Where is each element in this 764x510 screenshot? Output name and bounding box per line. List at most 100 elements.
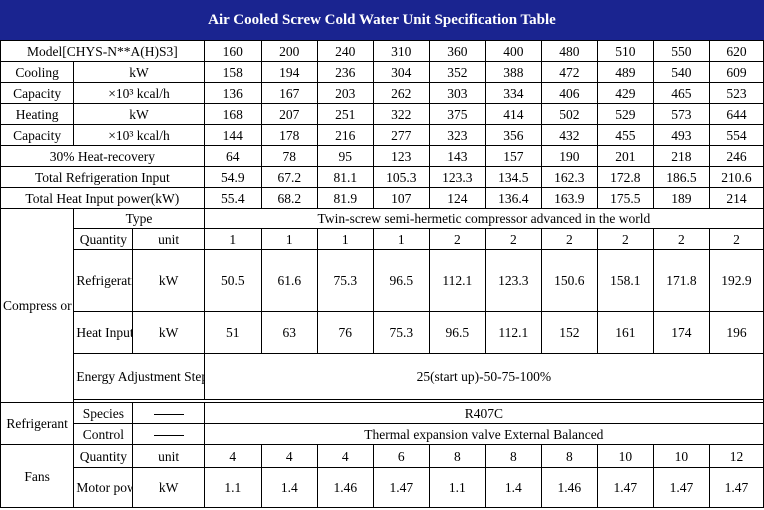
heating-label-2: Capacity	[0, 124, 75, 146]
cell: 540	[652, 61, 710, 83]
energy-step-label: Energy Adjustment Step for Per Module	[73, 353, 205, 400]
row-compressor-heat: Heat Input power kW 51 63 76 75.3 96.5 1…	[1, 311, 764, 354]
quantity-label: Quantity	[73, 228, 134, 250]
cell: 609	[708, 61, 764, 83]
cell: 1.1	[203, 467, 262, 508]
row-compressor-quantity: Quantity unit 1 1 1 1 2 2 2 2 2 2	[1, 228, 764, 250]
compressor-type-value: Twin-screw semi-hermetic compressor adva…	[203, 208, 764, 229]
row-fans-quantity: Fans Quantity unit 4 4 4 6 8 8 8 10 10 1…	[0, 444, 764, 508]
heat-recovery-label: 30% Heat-recovery	[0, 145, 205, 167]
cell: 196	[708, 311, 764, 354]
cell: 105.3	[372, 166, 430, 188]
cell: 203	[316, 82, 374, 104]
cell: 303	[428, 82, 486, 104]
cell: 78	[260, 145, 318, 167]
cell: 1.4	[484, 467, 542, 508]
cell: 162.3	[540, 166, 598, 188]
cell: 112.1	[428, 249, 486, 312]
model-value: 360	[428, 40, 486, 62]
cell: 68.2	[260, 187, 318, 209]
cell: 429	[596, 82, 654, 104]
cell: 388	[484, 61, 542, 83]
cooling-unit-kcal: ×10³ kcal/h	[73, 82, 205, 104]
cell: 81.1	[316, 166, 374, 188]
cell: 2	[708, 228, 764, 250]
cell: 192.9	[708, 249, 764, 312]
cell: 51	[203, 311, 262, 354]
cell: 1.46	[316, 467, 374, 508]
cell: 1	[372, 228, 430, 250]
heat-unit: kW	[132, 311, 205, 354]
cell: 236	[316, 61, 374, 83]
dash-cell	[132, 402, 205, 424]
cell: 95	[316, 145, 374, 167]
cell: 218	[652, 145, 710, 167]
cell: 414	[484, 103, 542, 125]
cell: 489	[596, 61, 654, 83]
cell: 55.4	[203, 187, 262, 209]
row-spacer	[1, 399, 764, 403]
cell: 152	[540, 311, 598, 354]
cell: 4	[260, 444, 318, 468]
row-control: Control Thermal expansion valve External…	[1, 423, 764, 445]
cell: 6	[372, 444, 430, 468]
refrig-unit: kW	[132, 249, 205, 312]
compressor-label: Compress or	[0, 208, 75, 403]
species-label: Species	[73, 402, 134, 424]
cell: 1	[316, 228, 374, 250]
cell: 150.6	[540, 249, 598, 312]
cell: 112.1	[484, 311, 542, 354]
fans-label: Fans	[0, 444, 75, 508]
spacer	[73, 399, 764, 403]
cell: 1.47	[708, 467, 764, 508]
cell: 4	[203, 444, 262, 468]
cell: 2	[428, 228, 486, 250]
cell: 201	[596, 145, 654, 167]
energy-step-value: 25(start up)-50-75-100%	[203, 353, 764, 400]
cooling-unit-kw: kW	[73, 61, 205, 83]
cell: 375	[428, 103, 486, 125]
model-value: 480	[540, 40, 598, 62]
cell: 210.6	[708, 166, 764, 188]
cell: 322	[372, 103, 430, 125]
cell: 207	[260, 103, 318, 125]
row-fans-motor: Motor power kW 1.1 1.4 1.46 1.47 1.1 1.4…	[1, 467, 764, 508]
cell: 96.5	[372, 249, 430, 312]
row-total-heat: Total Heat Input power(kW) 55.4 68.2 81.…	[0, 187, 764, 209]
cell: 136	[203, 82, 262, 104]
cell: 161	[596, 311, 654, 354]
cell: 554	[708, 124, 764, 146]
row-heating-kw: Heating kW 168 207 251 322 375 414 502 5…	[0, 103, 764, 125]
cell: 189	[652, 187, 710, 209]
cell: 2	[596, 228, 654, 250]
cell: 163.9	[540, 187, 598, 209]
cell: 523	[708, 82, 764, 104]
cell: 64	[203, 145, 262, 167]
cell: 123.3	[428, 166, 486, 188]
cell: 502	[540, 103, 598, 125]
dash-line	[153, 434, 184, 436]
table-title: Air Cooled Screw Cold Water Unit Specifi…	[0, 0, 764, 40]
cell: 76	[316, 311, 374, 354]
model-value: 160	[203, 40, 262, 62]
motor-unit: kW	[132, 467, 205, 508]
cell: 2	[652, 228, 710, 250]
row-cooling-kcal: Capacity ×10³ kcal/h 136 167 203 262 303…	[0, 82, 764, 104]
cell: 472	[540, 61, 598, 83]
cell: 277	[372, 124, 430, 146]
cell: 75.3	[316, 249, 374, 312]
row-model: Model[CHYS-N**A(H)S3] 160 200 240 310 36…	[0, 40, 764, 62]
cell: 172.8	[596, 166, 654, 188]
cell: 4	[316, 444, 374, 468]
cell: 178	[260, 124, 318, 146]
row-energy-step: Energy Adjustment Step for Per Module 25…	[1, 353, 764, 400]
cell: 573	[652, 103, 710, 125]
cell: 1.47	[372, 467, 430, 508]
row-heat-recovery: 30% Heat-recovery 64 78 95 123 143 157 1…	[0, 145, 764, 167]
cell: 356	[484, 124, 542, 146]
cell: 214	[708, 187, 764, 209]
cell: 190	[540, 145, 598, 167]
cell: 216	[316, 124, 374, 146]
cell: 123.3	[484, 249, 542, 312]
cell: 81.9	[316, 187, 374, 209]
